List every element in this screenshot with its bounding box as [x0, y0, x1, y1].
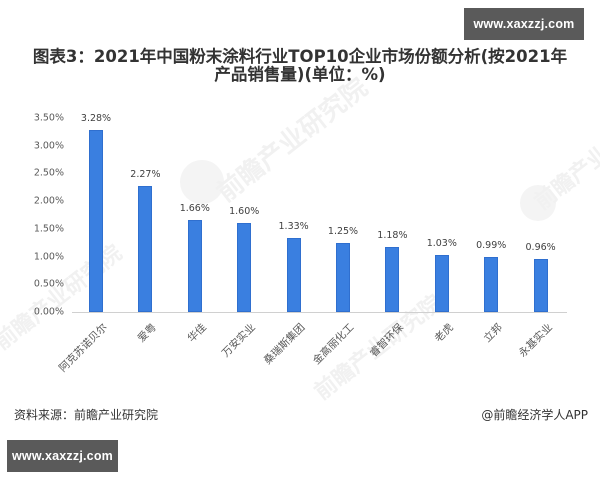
bar-value-label: 1.33%	[278, 221, 309, 233]
bar-value-label: 1.25%	[327, 225, 359, 237]
bar	[336, 242, 350, 312]
x-axis-category-label: 万安实业	[219, 321, 259, 360]
y-axis-tick-label: 1.50%	[33, 223, 64, 235]
x-axis-category-label: 睿智环保	[368, 321, 407, 360]
y-axis-tick-label: 0.00%	[33, 306, 64, 318]
bar	[533, 258, 548, 312]
bar	[385, 246, 400, 312]
chart-title-line2: 产品销售量)(单位：%)	[214, 65, 386, 84]
x-axis-category-label: 华佳	[185, 321, 209, 345]
bar	[484, 257, 499, 312]
x-axis-category-label: 永基实业	[516, 321, 555, 360]
y-axis-tick-label: 3.50%	[33, 112, 64, 124]
bar-value-label: 1.03%	[426, 237, 457, 249]
bar	[286, 238, 301, 312]
chart-title-line1: 图表3：2021年中国粉末涂料行业TOP10企业市场份额分析(按2021年	[32, 47, 568, 66]
bar-value-label: 1.66%	[179, 202, 210, 214]
y-axis-tick-label: 1.00%	[33, 251, 64, 263]
x-axis-category-label: 桑瑞斯集团	[261, 321, 307, 368]
bar-value-label: 0.96%	[525, 241, 556, 253]
bar	[434, 254, 449, 312]
bar	[237, 223, 252, 312]
site-url-badge[interactable]: www.xaxzzj.com	[7, 440, 118, 472]
bar-value-label: 1.60%	[229, 206, 260, 218]
bar-value-label: 0.99%	[476, 240, 507, 252]
bar	[89, 130, 103, 312]
bar-value-label: 2.27%	[130, 169, 161, 181]
bar	[138, 186, 153, 312]
x-axis-line	[72, 312, 567, 313]
source-note: 资料来源：前瞻产业研究院	[14, 408, 159, 422]
x-axis-category-label: 爱粤	[135, 321, 160, 345]
bar-value-label: 1.18%	[377, 229, 408, 241]
y-axis-tick-label: 2.50%	[33, 167, 64, 179]
y-axis-tick-label: 0.50%	[33, 278, 64, 290]
y-axis-tick-label: 2.00%	[33, 195, 64, 207]
x-axis-category-label: 阿克苏诺贝尔	[56, 321, 110, 375]
site-url-badge[interactable]: www.xaxzzj.com	[464, 8, 584, 40]
chart-title: 图表3：2021年中国粉末涂料行业TOP10企业市场份额分析(按2021年 产品…	[0, 48, 600, 84]
bar	[187, 219, 202, 312]
y-axis-tick-label: 3.00%	[33, 140, 64, 152]
credit-note: @前瞻经济学人APP	[481, 408, 588, 422]
x-axis-category-label: 老虎	[432, 321, 456, 345]
bar-value-label: 3.28%	[80, 113, 112, 125]
x-axis-category-label: 立邦	[481, 321, 506, 345]
x-axis-category-label: 金高丽化工	[310, 321, 357, 368]
